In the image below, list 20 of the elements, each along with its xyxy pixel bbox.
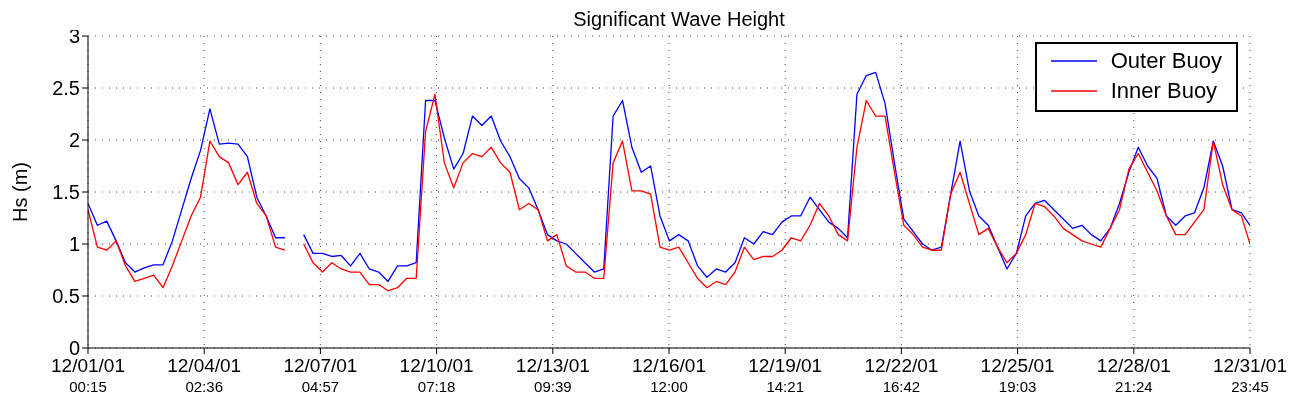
- x-tick-label: 12/07/01 04:57: [283, 355, 358, 395]
- x-tick-label: 12/31/01 23:45: [1213, 355, 1287, 395]
- x-tick-label: 12/25/01 19:03: [980, 355, 1055, 395]
- x-tick-label: 12/10/01 07:18: [399, 355, 474, 395]
- y-tick-label: 1: [68, 233, 80, 256]
- legend-label: Inner Buoy: [1110, 77, 1218, 105]
- x-tick-label: 12/16/01 12:00: [632, 355, 706, 395]
- x-tick-label: 12/19/01 14:21: [748, 355, 823, 395]
- y-tick-label: 2.5: [52, 77, 80, 100]
- x-tick-label: 12/13/01 09:39: [515, 355, 590, 395]
- legend-label: Outer Buoy: [1110, 47, 1222, 75]
- x-tick-label: 12/28/01 21:24: [1096, 355, 1171, 395]
- chart-title: Significant Wave Height: [573, 8, 785, 30]
- y-axis-title: Hs (m): [9, 162, 32, 222]
- y-tick-label: 3: [68, 25, 80, 48]
- y-tick-label: 1.5: [52, 181, 80, 204]
- x-tick-label: 12/22/01 16:42: [864, 355, 939, 395]
- y-tick-label: 2: [68, 129, 80, 152]
- y-tick-label: 0.5: [52, 285, 80, 308]
- x-tick-label: 12/04/01 02:36: [167, 355, 242, 395]
